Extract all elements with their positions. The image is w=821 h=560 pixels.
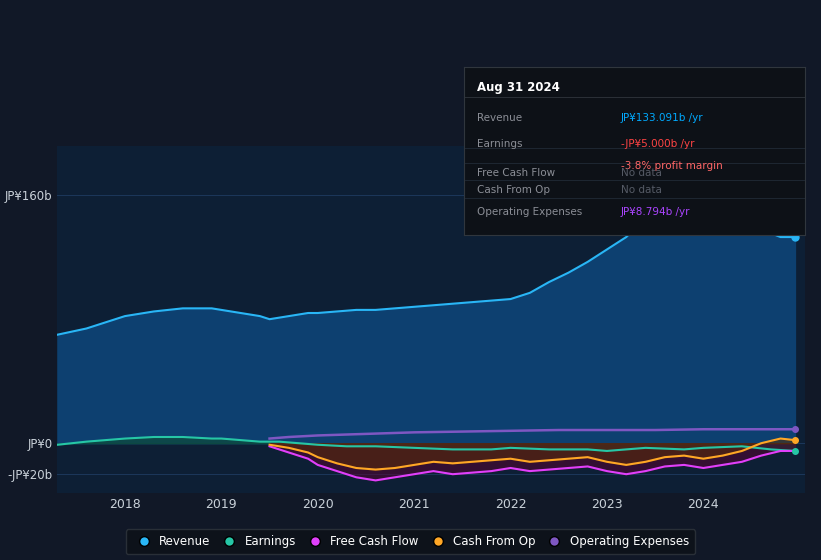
Text: -JP¥5.000b /yr: -JP¥5.000b /yr — [621, 139, 694, 150]
Text: Cash From Op: Cash From Op — [478, 185, 551, 195]
Text: Operating Expenses: Operating Expenses — [478, 207, 583, 217]
Text: JP¥133.091b /yr: JP¥133.091b /yr — [621, 113, 704, 123]
Text: JP¥8.794b /yr: JP¥8.794b /yr — [621, 207, 690, 217]
Text: Revenue: Revenue — [478, 113, 523, 123]
Text: No data: No data — [621, 168, 662, 178]
Legend: Revenue, Earnings, Free Cash Flow, Cash From Op, Operating Expenses: Revenue, Earnings, Free Cash Flow, Cash … — [126, 529, 695, 554]
Text: No data: No data — [621, 185, 662, 195]
Text: Earnings: Earnings — [478, 139, 523, 150]
Text: -3.8% profit margin: -3.8% profit margin — [621, 161, 722, 171]
Text: Free Cash Flow: Free Cash Flow — [478, 168, 556, 178]
Text: Aug 31 2024: Aug 31 2024 — [478, 81, 561, 94]
